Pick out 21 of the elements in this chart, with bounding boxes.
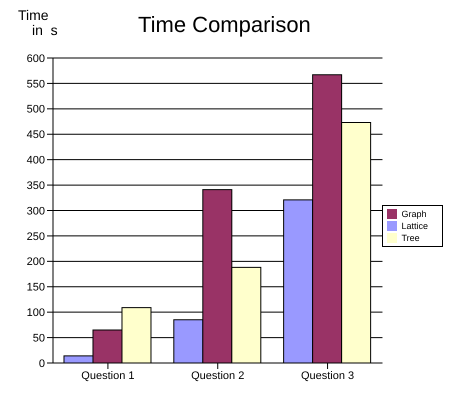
y-axis-title: Time in s: [18, 7, 58, 38]
x-tick-label: Question 2: [191, 370, 244, 382]
x-tick-label: Question 1: [81, 370, 135, 382]
y-tick-label: 350: [26, 180, 45, 192]
legend-label: Graph: [401, 208, 426, 218]
y-tick-label: 0: [38, 358, 45, 370]
y-tick-label: 550: [26, 78, 45, 90]
y-tick-label: 500: [26, 104, 45, 116]
y-tick-label: 50: [32, 332, 45, 344]
y-tick-label: 250: [26, 230, 45, 243]
chart-title: Time Comparison: [138, 12, 311, 38]
y-tick-label: 150: [26, 282, 45, 294]
y-tick-label: 100: [26, 307, 45, 320]
y-tick-label: 200: [26, 256, 45, 268]
legend-label: Tree: [401, 232, 420, 242]
legend-label: Lattice: [401, 220, 428, 230]
x-tick-label: Question 3: [300, 370, 354, 382]
y-tick-label: 300: [26, 205, 45, 218]
y-tick-label: 450: [26, 129, 45, 142]
y-tick-label: 400: [26, 154, 45, 167]
y-tick-label: 600: [26, 52, 45, 65]
